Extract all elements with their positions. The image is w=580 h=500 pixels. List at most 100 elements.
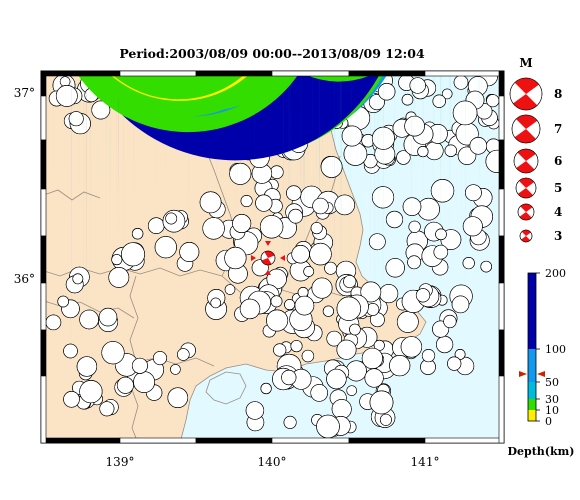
- focal-mechanism: [266, 71, 289, 332]
- magnitude-label-4: 4: [554, 205, 562, 219]
- focal-mechanism: [284, 299, 296, 311]
- focal-mechanism: [400, 71, 423, 358]
- bay-inlet: [205, 371, 247, 405]
- mainshock-pointer-2: [251, 255, 256, 261]
- focal-mechanism: [371, 186, 395, 209]
- focal-mechanism: [336, 71, 357, 360]
- focal-mechanism: [91, 71, 111, 120]
- magnitude-label-5: 5: [554, 181, 562, 195]
- magnitude-legend-title: M: [519, 56, 532, 70]
- mainshock-marker: [251, 241, 285, 275]
- focal-mechanism: [55, 85, 78, 107]
- map-frame: [40, 70, 505, 444]
- focal-mechanism: [415, 71, 431, 303]
- focal-mechanism: [131, 228, 144, 240]
- focal-mechanism: [360, 71, 382, 303]
- focal-mechanism: [432, 71, 446, 108]
- focal-mechanism: [210, 297, 221, 309]
- depth-tick-30: 30: [545, 393, 559, 406]
- focal-mechanism: [373, 71, 385, 351]
- focal-mechanism: [165, 212, 178, 225]
- focal-mechanism: [79, 71, 292, 330]
- focal-mechanism: [346, 71, 357, 396]
- focal-mechanism: [389, 355, 411, 377]
- focal-mechanism: [401, 71, 414, 106]
- focal-mechanism: [153, 71, 327, 366]
- focal-mechanism: [116, 71, 363, 394]
- focal-mechanism: [369, 390, 394, 415]
- focal-mechanism: [111, 71, 123, 266]
- depth-tick-200: 200: [545, 267, 566, 280]
- focal-mechanism: [309, 71, 332, 266]
- lon-tick-139: 139°: [106, 455, 135, 469]
- focal-mechanism: [232, 214, 252, 233]
- magnitude-label-8: 8: [554, 87, 562, 101]
- focal-mechanism: [364, 71, 384, 388]
- focal-mechanism: [417, 71, 429, 158]
- focal-mechanism: [259, 215, 284, 239]
- focal-mechanism: [326, 368, 347, 390]
- focal-mechanism: [443, 71, 457, 329]
- focal-mechanism: [402, 71, 422, 216]
- depth-colorbar: [519, 272, 545, 422]
- focal-mechanism: [462, 216, 483, 237]
- focal-mechanism: [202, 71, 225, 240]
- focal-mechanism: [451, 295, 470, 314]
- focal-mechanism: [273, 71, 287, 357]
- focal-mechanism: [310, 71, 323, 235]
- magnitude-legend: M 8 7 6 5 4 3: [509, 56, 562, 243]
- focal-mechanism: [320, 156, 343, 178]
- focal-mechanism: [421, 349, 436, 363]
- mainshock-beachball: [260, 250, 276, 266]
- map-title: Period:2003/08/09 00:00--2013/08/09 12:0…: [119, 46, 425, 61]
- focal-mechanism: [121, 71, 145, 267]
- lon-tick-140: 140°: [258, 455, 287, 469]
- focal-mechanism: [251, 71, 273, 184]
- mainshock-pointer-3: [280, 255, 285, 261]
- focal-mechanism: [167, 71, 369, 408]
- depth-tick-50: 50: [545, 376, 559, 389]
- focal-mechanism: [98, 71, 289, 327]
- focal-mechanism: [447, 71, 462, 371]
- mainshock-pointer-0: [265, 241, 271, 246]
- magnitude-label-6: 6: [554, 154, 562, 168]
- magnitude-ball-5: [515, 177, 537, 199]
- depth-tick-100: 100: [545, 343, 566, 356]
- focal-mechanism: [57, 71, 277, 308]
- focal-mechanism: [409, 77, 426, 94]
- focal-mechanism: [312, 71, 329, 215]
- focal-mechanism: [179, 71, 200, 262]
- focal-mechanism: [343, 71, 357, 289]
- mainshock-pointer-1: [265, 270, 271, 275]
- focal-mechanism: [469, 137, 488, 155]
- focal-mechanism: [229, 162, 252, 185]
- focal-mechanism: [336, 296, 361, 321]
- focal-mechanism: [324, 71, 337, 275]
- focal-mechanism: [63, 71, 382, 408]
- focal-mechanism: [294, 71, 315, 316]
- focal-mechanism: [454, 349, 466, 360]
- focal-mechanism: [101, 71, 328, 365]
- focal-mechanism: [368, 94, 385, 111]
- focal-mechanism: [331, 71, 352, 420]
- focal-mechanism: [288, 71, 303, 224]
- focal-mechanism: [349, 323, 361, 336]
- focal-mechanism: [430, 71, 455, 203]
- focal-mechanism: [199, 71, 222, 214]
- focal-mechanism: [255, 71, 273, 212]
- focal-mechanism: [281, 71, 297, 386]
- magnitude-ball-3: [519, 229, 533, 243]
- magnitude-ball-6: [513, 148, 539, 174]
- focal-mechanism: [170, 71, 338, 375]
- focal-mechanism: [385, 71, 405, 278]
- focal-mechanism: [228, 71, 248, 284]
- depth-tick-0: 0: [545, 415, 552, 428]
- focal-mechanism: [407, 71, 421, 270]
- lat-tick-37: 37°: [14, 86, 35, 100]
- focal-mechanism: [408, 71, 421, 233]
- depth-tick-10: 10: [545, 404, 559, 417]
- focal-mechanism: [379, 413, 392, 426]
- focal-mechanism: [341, 71, 363, 147]
- focal-mechanism: [131, 71, 339, 374]
- focal-mechanism: [310, 71, 328, 402]
